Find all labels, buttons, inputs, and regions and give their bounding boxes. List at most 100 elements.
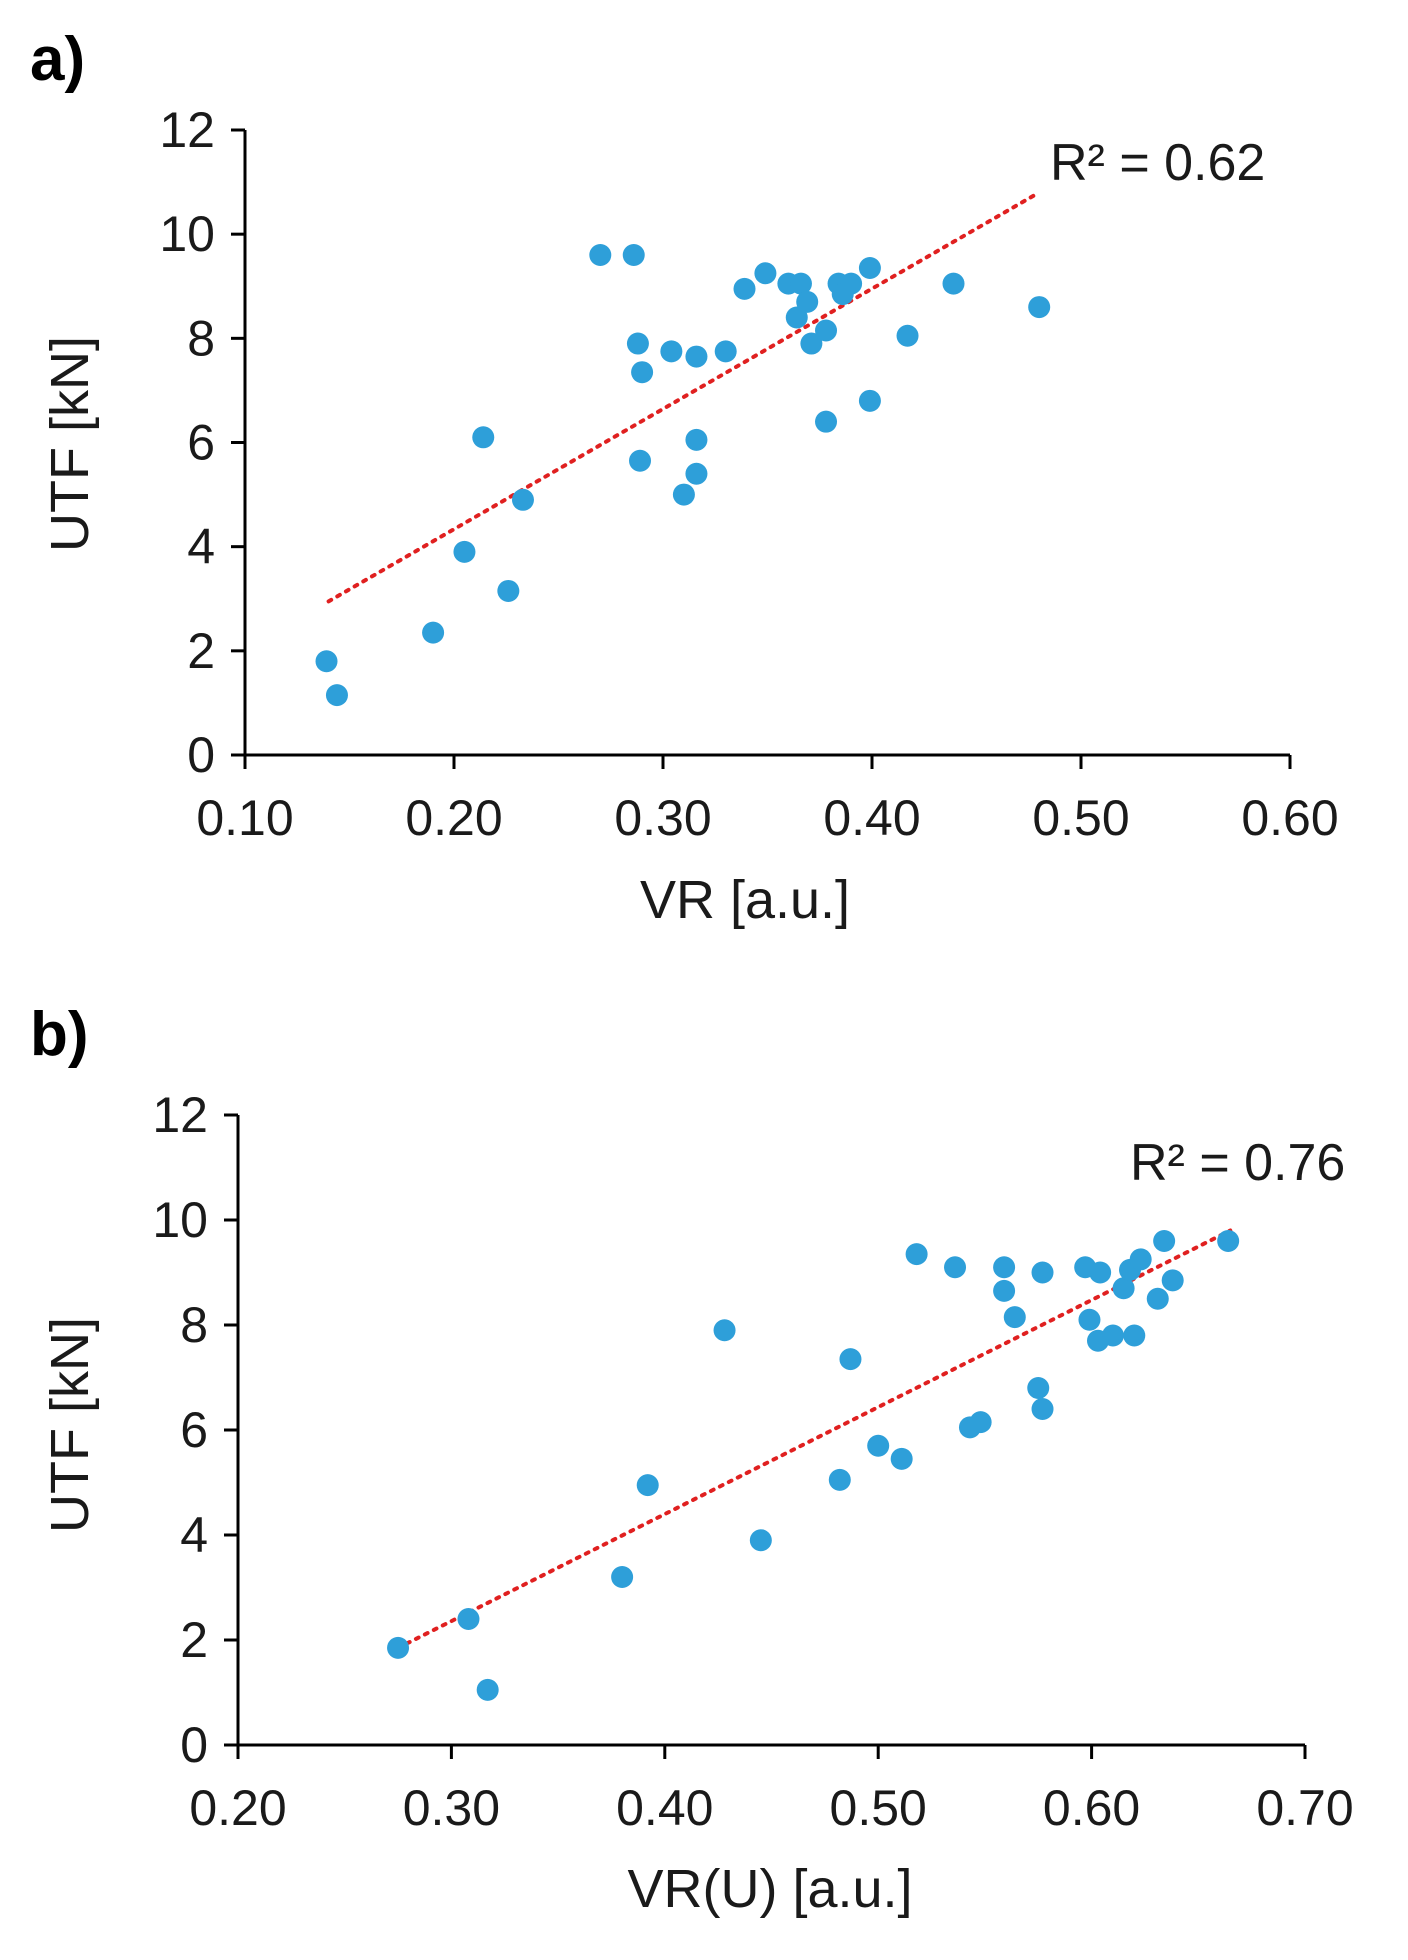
panel-a-data-point: [754, 262, 777, 285]
panel-b-y-tick-label: 0: [180, 1717, 208, 1773]
panel-b-data-point: [636, 1474, 659, 1497]
panel-b-r-squared-label: R² = 0.76: [1130, 1134, 1345, 1192]
panel-a-y-tick-label: 12: [159, 102, 215, 158]
panel-b-data-point: [457, 1608, 480, 1630]
panel-a-data-point: [422, 621, 445, 644]
panel-b: b) UTF [kN] VR(U) [a.u.] R² = 0.76 0 2 4 6 8…: [30, 1000, 1354, 1919]
panel-b-x-tick-label: 0.50: [830, 1780, 927, 1836]
panel-b-data-point: [713, 1319, 736, 1342]
panel-a-data-point: [453, 540, 476, 563]
panel-b-trendline: [396, 1228, 1233, 1650]
panel-a-data-point: [472, 426, 495, 449]
panel-a-data-point: [589, 244, 612, 266]
panel-b-data-point: [1217, 1230, 1240, 1252]
panel-a-data-point: [840, 272, 863, 295]
panel-a-y-tick-label: 4: [187, 519, 215, 575]
panel-a-y-tick-label: 2: [187, 623, 215, 679]
panel-a-x-tick-label: 0.20: [405, 790, 502, 846]
panel-a-data-point: [325, 684, 348, 707]
panel-b-data-point: [1031, 1398, 1054, 1420]
panel-b-data-point: [1031, 1261, 1054, 1284]
panel-a-data-point: [733, 277, 756, 300]
panel-a-data-point: [622, 244, 645, 266]
panel-a-data-point: [315, 650, 338, 673]
panel-b-data-point: [1129, 1248, 1152, 1271]
panel-b-data-point: [828, 1468, 851, 1491]
panel-b-data-point: [1027, 1377, 1050, 1399]
panel-b-data-point: [1078, 1308, 1101, 1331]
panel-b-x-tick-label: 0.60: [1043, 1780, 1140, 1836]
panel-a-y-axis-title: UTF [kN]: [40, 336, 100, 552]
panel-a-data-point: [660, 340, 683, 363]
panel-a-data-point: [685, 462, 708, 485]
panel-b-data-point: [867, 1434, 890, 1457]
panel-a-data-point: [714, 340, 737, 363]
panel-a-data-point: [511, 488, 534, 511]
panel-a-y-tick-label: 8: [187, 310, 215, 366]
panel-b-data-point: [611, 1566, 634, 1588]
panel-b-data-point: [1153, 1230, 1176, 1252]
panel-b-x-tick-label: 0.20: [189, 1780, 286, 1836]
panel-b-data-point: [969, 1411, 992, 1434]
panel-a-x-tick-label: 0.60: [1241, 790, 1338, 846]
panel-a-data-point: [942, 272, 965, 295]
panel-a-data-point: [497, 579, 520, 602]
panel-a-data-point: [815, 410, 838, 433]
panel-a-label: a): [30, 25, 85, 94]
panel-b-data-point: [1146, 1287, 1169, 1310]
panel-b-data-point: [1123, 1324, 1146, 1347]
panel-b-x-axis-title: VR(U) [a.u.]: [627, 1859, 912, 1919]
panel-b-data-point: [1089, 1261, 1112, 1284]
panel-a-data-point: [796, 290, 819, 313]
panel-a-x-tick-label: 0.10: [196, 790, 293, 846]
panel-a-x-tick-label: 0.30: [614, 790, 711, 846]
panel-a-x-tick-label: 0.40: [823, 790, 920, 846]
panel-b-x-tick-label: 0.70: [1256, 1780, 1353, 1836]
panel-a-data-point: [896, 324, 919, 347]
panel-b-data-point: [387, 1636, 410, 1659]
panel-b-data-point: [476, 1678, 499, 1701]
panel-b-data-point: [944, 1256, 967, 1279]
panel-a-data-point: [1028, 296, 1051, 319]
panel-a-data-point: [629, 449, 652, 472]
panel-a-data-point: [858, 257, 881, 280]
panel-a-data-point: [858, 389, 881, 412]
panel-b-y-tick-label: 2: [180, 1612, 208, 1668]
panel-a-data-point: [685, 345, 708, 368]
panel-b-data-point: [749, 1529, 772, 1552]
panel-b-data-point: [1003, 1306, 1026, 1329]
panel-a-data-point: [785, 306, 808, 329]
panel-a-y-tick-label: 6: [187, 415, 215, 471]
panel-b-data-point: [839, 1348, 862, 1371]
panel-b-y-axis-title: UTF [kN]: [40, 1317, 100, 1533]
panel-b-y-tick-label: 10: [152, 1192, 208, 1248]
panel-b-data-point: [1161, 1269, 1184, 1292]
panel-b-y-tick-label: 6: [180, 1402, 208, 1458]
panel-b-data-point: [1101, 1324, 1124, 1347]
panel-b-data-point: [993, 1279, 1016, 1302]
panel-b-data-point: [1112, 1277, 1135, 1300]
panel-a-data-point: [789, 272, 812, 295]
panel-b-y-tick-label: 12: [152, 1087, 208, 1143]
panel-b-data-point: [890, 1447, 913, 1470]
panel-b-x-tick-label: 0.40: [616, 1780, 713, 1836]
panel-b-data-point: [905, 1243, 928, 1266]
panel-a-data-point: [626, 332, 649, 355]
panel-a-x-axis-title: VR [a.u.]: [640, 870, 850, 930]
panel-a-y-tick-label: 0: [187, 727, 215, 783]
panel-a-data-point: [685, 428, 708, 451]
panel-a-data-point: [672, 483, 695, 506]
panel-a-r-squared-label: R² = 0.62: [1050, 134, 1265, 192]
panel-b-label: b): [30, 1000, 89, 1069]
panel-b-y-tick-label: 4: [180, 1507, 208, 1563]
panel-a-data-point: [800, 332, 823, 355]
panel-a-y-tick-label: 10: [159, 206, 215, 262]
panel-b-x-tick-label: 0.30: [403, 1780, 500, 1836]
panel-b-data-point: [993, 1256, 1016, 1279]
panel-a-data-point: [815, 319, 838, 342]
panel-a-x-tick-label: 0.50: [1032, 790, 1129, 846]
panel-b-y-tick-label: 8: [180, 1297, 208, 1353]
panel-a-trendline: [326, 190, 1042, 604]
panel-a: a) UTF [kN] VR [a.u.] R² = 0.62 0 2 4 6 8 10 1…: [30, 25, 1339, 930]
